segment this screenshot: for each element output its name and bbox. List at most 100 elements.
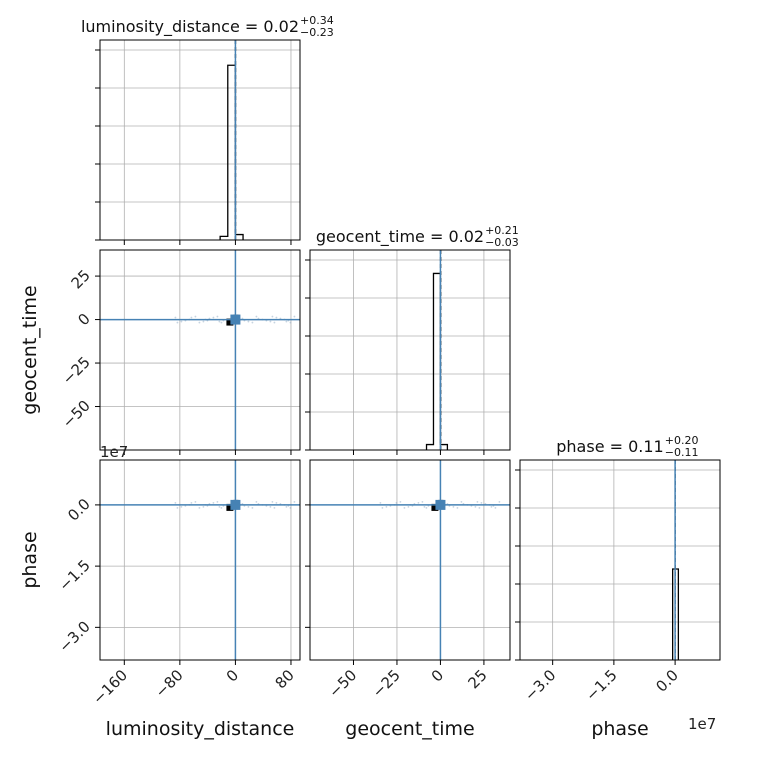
title-luminosity_distance: luminosity_distance = 0.02: [81, 17, 299, 37]
sample-point: [190, 316, 193, 319]
sample-point: [273, 506, 276, 509]
histogram-luminosity_distance: [219, 64, 244, 240]
panel-background: [100, 40, 300, 240]
x-tick-label-luminosity_distance: −80: [152, 666, 187, 701]
sample-point: [423, 505, 426, 508]
sample-point: [202, 505, 205, 508]
sample-point: [271, 500, 274, 503]
panel-frame: [309, 249, 511, 451]
sample-point: [198, 506, 201, 509]
sample-point: [275, 501, 278, 504]
title-lower-error: −0.23: [300, 26, 334, 39]
sample-point: [460, 500, 463, 503]
sample-point: [212, 316, 215, 319]
panel-background: [520, 460, 720, 660]
panel-geocent_time-vs-geocent_time: [305, 249, 511, 455]
sample-point: [285, 320, 288, 323]
sample-point: [498, 500, 501, 503]
x-axis-label-phase: phase: [591, 718, 648, 740]
y-tick-label-phase: −3.0: [55, 617, 93, 655]
sample-point: [218, 505, 221, 508]
sample-point: [407, 505, 410, 508]
sample-point: [269, 320, 272, 323]
sample-point: [269, 505, 272, 508]
sample-point: [190, 501, 193, 504]
sample-point: [289, 321, 292, 324]
sample-point: [220, 321, 223, 324]
title-geocent_time: geocent_time = 0.02: [316, 227, 484, 247]
sample-point: [216, 315, 219, 318]
sample-point: [474, 505, 477, 508]
x-tick-label-geocent_time: 25: [465, 666, 491, 692]
sample-point: [293, 500, 296, 503]
sample-point: [251, 506, 254, 509]
sample-point: [452, 505, 455, 508]
panel-background: [310, 250, 510, 450]
y-tick-label-geocent_time: 25: [68, 266, 94, 292]
sample-point: [476, 500, 479, 503]
x-tick-label-phase: −1.5: [582, 666, 620, 704]
sample-point: [494, 506, 497, 509]
truth-marker: [435, 499, 446, 510]
panel-phase-vs-phase: [515, 459, 721, 665]
panel-background: [310, 460, 510, 660]
title-lower-error: −0.03: [485, 236, 519, 249]
sample-point: [381, 506, 384, 509]
density-peak: [226, 503, 234, 511]
y-tick-label-phase: −1.5: [55, 556, 93, 594]
sample-point: [289, 506, 292, 509]
panel-frame: [99, 459, 301, 661]
panel-background: [100, 250, 300, 450]
x-tick-label-geocent_time: −25: [369, 666, 404, 701]
sample-point: [218, 320, 221, 323]
x-tick-label-luminosity_distance: −160: [89, 666, 131, 708]
y-tick-label-phase: 0.0: [64, 495, 94, 525]
sample-point: [379, 501, 382, 504]
sample-point: [385, 505, 388, 508]
sample-point: [273, 321, 276, 324]
panel-frame: [99, 39, 301, 241]
panel-frame: [519, 459, 721, 661]
title-phase: phase = 0.11: [556, 437, 663, 456]
sample-point: [271, 315, 274, 318]
sample-point: [456, 506, 459, 509]
sample-point: [293, 315, 296, 318]
sample-point: [198, 321, 201, 324]
y-axis-label-phase: phase: [19, 531, 41, 588]
panel-luminosity_distance-vs-luminosity_distance: [95, 39, 301, 245]
sample-point: [220, 506, 223, 509]
x-axis-label-luminosity_distance: luminosity_distance: [106, 718, 295, 740]
truth-marker: [230, 499, 241, 510]
title-lower-error: −0.11: [665, 446, 699, 459]
sample-point: [395, 501, 398, 504]
density-peak: [431, 503, 439, 511]
sample-point: [180, 320, 183, 323]
panel-frame: [309, 459, 511, 661]
x-tick-label-phase: −3.0: [521, 666, 559, 704]
x-tick-label-geocent_time: −50: [325, 666, 360, 701]
title-upper-error: +0.34: [300, 14, 334, 27]
sample-point: [247, 320, 250, 323]
x-offset-label-phase: 1e7: [688, 715, 716, 733]
sample-point: [180, 505, 183, 508]
x-tick-label-luminosity_distance: 0: [223, 666, 242, 685]
sample-point: [425, 506, 428, 509]
sample-point: [421, 500, 424, 503]
sample-point: [202, 320, 205, 323]
sample-point: [403, 506, 406, 509]
sample-point: [174, 316, 177, 319]
x-axis-label-geocent_time: geocent_time: [345, 718, 474, 740]
sample-point: [194, 315, 197, 318]
sample-point: [247, 505, 250, 508]
sample-point: [212, 501, 215, 504]
sample-point: [417, 501, 420, 504]
y-tick-label-geocent_time: 0: [74, 310, 93, 329]
sample-point: [194, 500, 197, 503]
x-tick-label-geocent_time: 0: [428, 666, 447, 685]
sample-point: [251, 321, 254, 324]
sample-point: [478, 506, 481, 509]
sample-point: [285, 505, 288, 508]
y-axis-label-geocent_time: geocent_time: [19, 285, 41, 414]
title-upper-error: +0.21: [485, 224, 519, 237]
